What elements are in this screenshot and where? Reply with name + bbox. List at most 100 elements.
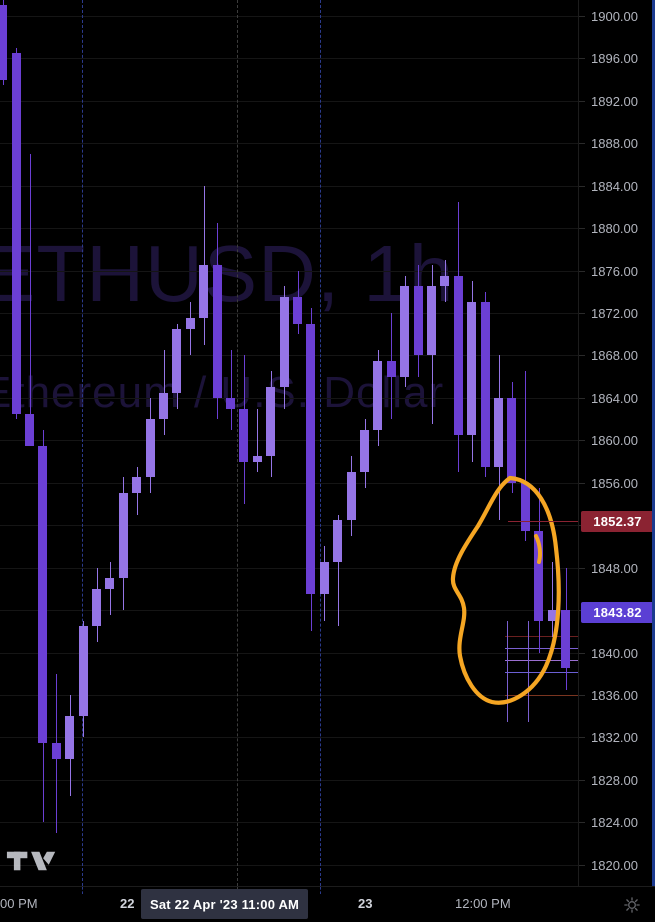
price-axis-label: 1884.00: [591, 179, 638, 194]
time-tick: [82, 887, 83, 894]
price-tick: [579, 186, 585, 187]
price-tick: [579, 58, 585, 59]
candle-body[interactable]: [199, 265, 208, 319]
candle-body[interactable]: [481, 302, 490, 467]
candle-body[interactable]: [105, 578, 114, 589]
candle-body[interactable]: [38, 445, 47, 743]
candle-wick: [164, 350, 165, 436]
level-line: [505, 695, 578, 696]
candle-body[interactable]: [146, 419, 155, 478]
price-axis-label: 1880.00: [591, 221, 638, 236]
candle-wick: [525, 371, 526, 542]
candle-body[interactable]: [373, 360, 382, 430]
watermark-symbol: ETHUSD, 1h: [0, 229, 455, 318]
candle-body[interactable]: [347, 472, 356, 520]
candle-body[interactable]: [521, 482, 530, 531]
candle-body[interactable]: [52, 742, 61, 759]
right-scroll-rail[interactable]: [652, 0, 655, 886]
time-tick: [320, 887, 321, 894]
candle-body[interactable]: [65, 716, 74, 759]
candle-body[interactable]: [79, 626, 88, 717]
price-axis-label: 1860.00: [591, 433, 638, 448]
time-axis[interactable]: 00 PM 22 23 12:00 PM Sat 22 Apr '23 11:00 A…: [0, 886, 655, 922]
gridline: [0, 780, 578, 781]
candle-body[interactable]: [25, 413, 34, 446]
price-axis-label: 1888.00: [591, 136, 638, 151]
candle-body[interactable]: [213, 265, 222, 398]
last-price-badge[interactable]: 1852.37: [581, 511, 654, 533]
session-divider: [320, 0, 321, 886]
price-tick: [579, 865, 585, 866]
price-axis-label: 1876.00: [591, 264, 638, 279]
candle-body[interactable]: [320, 562, 329, 595]
freehand-circle-annotation[interactable]: [440, 470, 570, 710]
gridline: [0, 398, 578, 399]
chart-plot-area[interactable]: ETHUSD, 1h Ethereum / U.S. Dollar: [0, 0, 578, 886]
candle-body[interactable]: [266, 387, 275, 457]
price-tick: [579, 483, 585, 484]
gridline: [0, 228, 578, 229]
candle-body[interactable]: [119, 493, 128, 579]
candle-body[interactable]: [306, 323, 315, 595]
candle-body[interactable]: [548, 610, 557, 621]
tradingview-logo-icon[interactable]: [6, 846, 58, 876]
gridline: [0, 568, 578, 569]
drawing-handle[interactable]: [507, 621, 508, 722]
price-axis-label: 1820.00: [591, 858, 638, 873]
price-axis-label: 1896.00: [591, 51, 638, 66]
price-tick: [579, 143, 585, 144]
candle-body[interactable]: [280, 297, 289, 388]
gridline: [0, 186, 578, 187]
session-divider: [82, 0, 83, 886]
crosshair-time-label: Sat 22 Apr '23 11:00 AM: [141, 889, 309, 919]
price-tick: [579, 737, 585, 738]
candle-body[interactable]: [239, 408, 248, 462]
gridline: [0, 653, 578, 654]
gridline: [0, 737, 578, 738]
price-axis[interactable]: 1820.00 1824.00 1828.00 1832.00 1836.00 1840.…: [578, 0, 655, 886]
candle-body[interactable]: [561, 610, 570, 669]
candle-body[interactable]: [0, 5, 7, 80]
candle-body[interactable]: [253, 456, 262, 462]
session-divider: [237, 0, 238, 886]
price-axis-label: 1824.00: [591, 815, 638, 830]
price-axis-label: 1836.00: [591, 688, 638, 703]
candle-body[interactable]: [360, 429, 369, 473]
candle-body[interactable]: [467, 302, 476, 436]
level-line: [505, 672, 578, 673]
price-tick: [579, 653, 585, 654]
gridline: [0, 440, 578, 441]
candle-body[interactable]: [427, 286, 436, 356]
candle-body[interactable]: [454, 275, 463, 436]
candle-body[interactable]: [400, 286, 409, 377]
candle-body[interactable]: [132, 477, 141, 494]
price-tick: [579, 398, 585, 399]
candle-body[interactable]: [534, 530, 543, 621]
candle-body[interactable]: [186, 318, 195, 329]
candle-body[interactable]: [92, 588, 101, 627]
candle-wick: [257, 408, 258, 473]
price-tick: [579, 695, 585, 696]
candle-body[interactable]: [414, 286, 423, 356]
gear-icon[interactable]: [623, 896, 641, 914]
candle-body[interactable]: [12, 53, 21, 414]
candle-body[interactable]: [494, 397, 503, 467]
price-tick: [579, 440, 585, 441]
candle-body[interactable]: [172, 328, 181, 393]
drawing-handle[interactable]: [528, 621, 529, 722]
candle-body[interactable]: [293, 297, 302, 324]
indicator-price-badge[interactable]: 1843.82: [581, 602, 654, 624]
candle-body[interactable]: [333, 519, 342, 563]
last-price-line: [508, 521, 578, 522]
candle-body[interactable]: [440, 275, 449, 287]
price-axis-label: 1848.00: [591, 561, 638, 576]
candle-wick: [30, 153, 31, 441]
candle-body[interactable]: [507, 397, 516, 483]
candle-body[interactable]: [387, 360, 396, 377]
gridline: [0, 525, 578, 526]
gridline: [0, 58, 578, 59]
candle-body[interactable]: [226, 397, 235, 409]
price-tick: [579, 780, 585, 781]
candle-body[interactable]: [159, 392, 168, 420]
